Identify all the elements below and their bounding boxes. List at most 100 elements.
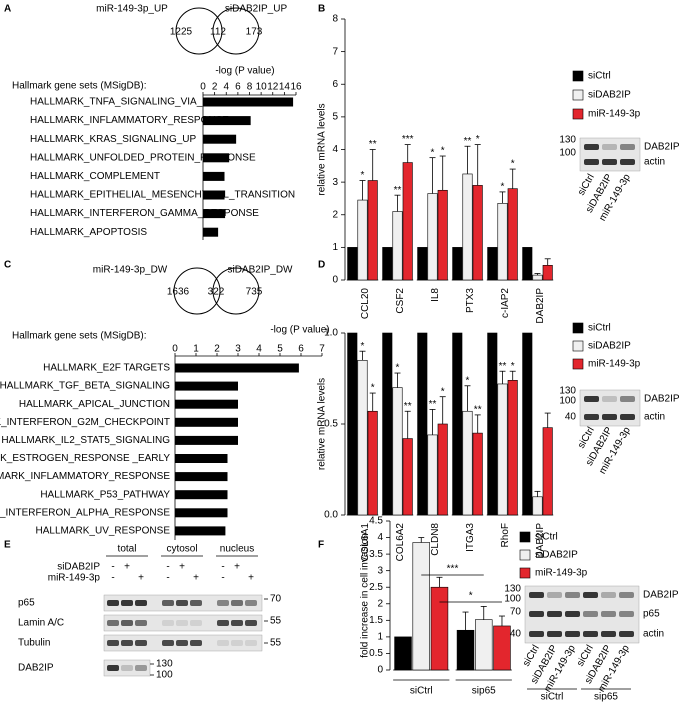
bar [175, 363, 299, 373]
blot-row-label: Tubulin [18, 638, 50, 649]
significance: * [371, 383, 375, 394]
blot-band [245, 640, 257, 646]
significance: * [466, 375, 470, 386]
condition-sign: - [166, 573, 169, 584]
bar [412, 542, 430, 671]
blot-band [602, 159, 617, 165]
blot-membrane [103, 614, 263, 632]
blot-band [121, 600, 133, 606]
bar [430, 586, 449, 671]
blot-band [245, 620, 257, 626]
venn-count: 1225 [170, 27, 193, 38]
panel-letter: C [4, 260, 11, 271]
x-tick-label: 2 [214, 344, 220, 355]
significance: * [511, 159, 515, 170]
blot-band [619, 611, 634, 617]
blot-group-label: cytosol [166, 544, 197, 555]
category-label: HALLMARK_TGF_BETA_SIGNALING [0, 381, 170, 392]
legend-label: siDAB2IP [588, 341, 631, 352]
blot-marker: 130 [559, 386, 576, 397]
x-tick-label: 8 [247, 82, 253, 93]
blot-band [601, 592, 616, 598]
bar [437, 423, 448, 516]
blot-band [217, 620, 229, 626]
blot-marker: 100 [559, 396, 576, 407]
blot-marker: 100 [559, 148, 576, 159]
blot-band [529, 611, 544, 617]
panel-letter: E [4, 540, 11, 551]
y-tick-label: 0.5 [369, 648, 383, 659]
legend-swatch [519, 531, 531, 543]
significance: * [361, 341, 365, 352]
blot-band [529, 631, 544, 637]
category-label: HALLMARK_INTERFERON_ALPHA_RESPONSE [0, 507, 170, 518]
x-tick-label: COL6A2 [395, 523, 406, 562]
bar [203, 190, 225, 200]
blot-band [217, 640, 229, 646]
bar [203, 134, 237, 144]
legend-label: siCtrl [535, 532, 558, 543]
blot-row-label: Lamin A/C [18, 618, 64, 629]
y-tick-label: 3 [377, 565, 383, 576]
y-tick-label: 0.0 [324, 510, 338, 521]
significance: ** [429, 399, 437, 410]
x-tick-label: 10 [256, 82, 268, 93]
y-tick-label: 4 [377, 532, 383, 543]
bar [402, 438, 413, 516]
x-tick-label: IL8 [430, 288, 441, 302]
blot-band [620, 144, 635, 150]
bar [392, 211, 403, 281]
blot-band [190, 640, 202, 646]
x-tick-label: c-IAP2 [500, 288, 511, 318]
bar [203, 209, 226, 219]
venn-circle [212, 267, 260, 315]
category-label: HALLMARK_P53_PATHWAY [40, 489, 170, 500]
y-tick-label: 8 [332, 14, 338, 25]
blot-band [135, 665, 147, 671]
x-tick-label: 16 [290, 82, 302, 93]
condition-sign: + [234, 562, 240, 573]
blot-row-label: actin [644, 157, 665, 168]
y-tick-label: 1.0 [324, 328, 338, 339]
blot-band [565, 631, 580, 637]
bar [175, 435, 238, 445]
x-axis-label: -log (P value) [270, 325, 329, 336]
y-tick-label: 0 [377, 665, 383, 676]
blot-group-label: nucleus [220, 544, 254, 555]
significance: * [431, 147, 435, 158]
x-tick-label: 5 [277, 344, 283, 355]
significance: * [511, 361, 515, 372]
venn-circle [173, 267, 221, 315]
condition-sign: - [111, 573, 114, 584]
blot-band [547, 592, 562, 598]
blot-band [107, 640, 119, 646]
bar [203, 153, 230, 163]
significance: ** [464, 136, 472, 147]
legend-label: siDAB2IP [588, 90, 631, 101]
x-tick-label: 4 [256, 344, 262, 355]
blot-marker: 40 [510, 629, 522, 640]
blot-band [135, 620, 147, 626]
legend-label: siCtrl [588, 71, 611, 82]
category-label: HALLMARK_UNFOLDED_PROTEIN_RESPONSE [30, 152, 256, 163]
category-label: HALLMARK_E2F TARGETS [43, 363, 170, 374]
category-label: HALLMARK_INFLAMMATORY_RESPONSE [30, 115, 229, 126]
significance: * [441, 386, 445, 397]
x-tick-label: sip65 [472, 686, 496, 697]
condition-sign: - [221, 562, 224, 573]
condition-sign: - [221, 573, 224, 584]
bar [427, 434, 438, 516]
legend-swatch [572, 358, 584, 370]
blot-band [547, 631, 562, 637]
blot-band [107, 665, 119, 671]
blot-group-label: siCtrl [541, 692, 564, 703]
bar [456, 629, 475, 671]
bar [203, 227, 219, 237]
significance: *** [447, 564, 459, 575]
panel-letter: D [318, 260, 325, 271]
legend-swatch [519, 549, 531, 561]
y-tick-label: 6 [332, 79, 338, 90]
y-tick-label: 7 [332, 46, 338, 57]
x-tick-label: PTX3 [465, 288, 476, 313]
venn-label: miR-149-3p_UP [96, 4, 168, 15]
